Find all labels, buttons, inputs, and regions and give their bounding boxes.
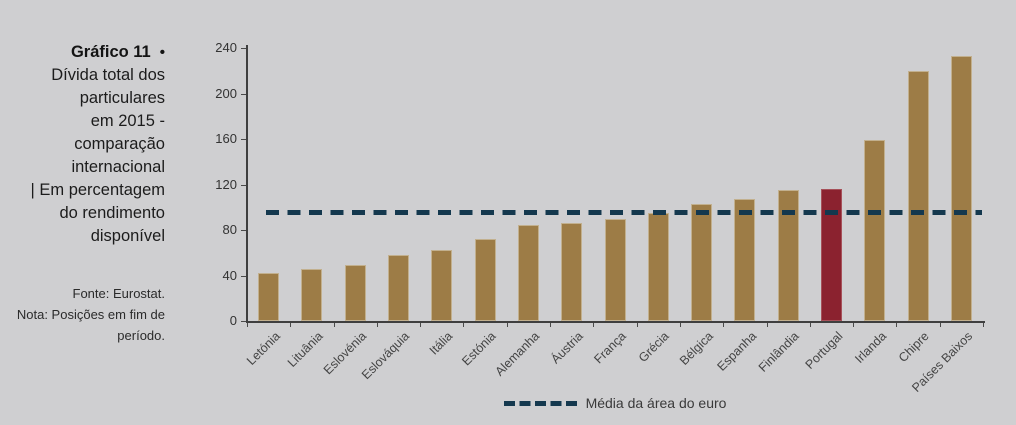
x-tick: [723, 322, 725, 327]
x-axis-category-label: Itália: [427, 329, 456, 358]
x-axis-category-label: Áustria: [548, 329, 586, 367]
chart-title: Dívida total dos particulares em 2015 - com…: [0, 64, 165, 179]
chart-number-label: Gráfico 11: [70, 43, 151, 61]
y-tick: [241, 93, 246, 95]
x-axis-category-label: Chipre: [896, 329, 932, 365]
x-tick: [550, 322, 552, 327]
chart-subtitle: | Em percentagem do rendimento disponível: [0, 179, 165, 248]
chart-title-block: Gráfico 11 • Dívida total dos particulares…: [0, 41, 165, 248]
x-tick: [939, 322, 941, 327]
y-axis: [246, 45, 248, 322]
bar-frança: [604, 218, 626, 321]
y-tick: [241, 321, 246, 322]
bar-portugal: [820, 189, 842, 321]
x-axis-category-label: Alemanha: [492, 329, 543, 379]
x-axis-category-label: Bélgica: [676, 329, 716, 368]
bar-lituânia: [301, 268, 323, 321]
x-tick: [247, 322, 248, 327]
euro-area-average-line: [266, 210, 982, 216]
x-tick: [506, 322, 508, 327]
chart-title-line: comparação: [74, 135, 165, 153]
y-axis-tick-label: 160: [215, 131, 237, 146]
chart-title-line: internacional: [71, 158, 165, 176]
y-tick: [241, 139, 246, 140]
chart-note-line: período.: [117, 328, 165, 343]
y-axis-tick-label: 240: [215, 40, 237, 55]
chart-subtitle-line: | Em percentagem: [30, 181, 165, 199]
bar-estónia: [474, 239, 496, 321]
dashed-line-legend-icon: [503, 400, 577, 406]
bar-letónia: [258, 273, 280, 321]
x-tick: [376, 322, 378, 327]
bullet-icon: •: [159, 44, 165, 61]
x-axis-category-label: Lituânia: [284, 329, 326, 370]
y-axis-tick-label: 120: [215, 176, 237, 192]
x-tick: [809, 322, 811, 327]
x-tick: [766, 322, 768, 327]
x-axis-category-label: Espanha: [713, 329, 759, 374]
bar-itália: [431, 250, 453, 321]
y-axis-tick-label: 80: [222, 222, 237, 237]
x-axis-category-label: Portugal: [802, 329, 846, 372]
y-tick: [241, 48, 246, 49]
chart-notes: Fonte: Eurostat. Nota: Posições em fim de…: [0, 283, 165, 346]
bar-alemanha: [517, 225, 539, 321]
bar-finlândia: [777, 190, 799, 321]
bar-grécia: [647, 212, 669, 321]
x-axis-category-label: Letónia: [243, 329, 283, 368]
bar-áustria: [561, 223, 583, 321]
bar-irlanda: [864, 140, 886, 321]
x-tick: [593, 322, 595, 327]
chart-title-line: particulares: [79, 89, 165, 107]
bar-países-baixos: [950, 55, 972, 321]
bar-eslovénia: [344, 265, 366, 321]
x-axis-category-label: Finlândia: [756, 329, 803, 375]
chart-title-line: em 2015 -: [90, 112, 165, 130]
x-tick: [636, 322, 638, 327]
x-axis-category-label: Estónia: [459, 329, 500, 369]
chart-title-line: Dívida total dos: [51, 66, 165, 84]
x-tick: [983, 322, 984, 327]
x-tick: [853, 322, 855, 327]
chart-note-line: Nota: Posições em fim de: [16, 307, 165, 322]
x-tick: [333, 322, 335, 327]
chart-subtitle-line: do rendimento: [59, 204, 166, 222]
y-axis-tick-label: 200: [215, 85, 237, 101]
x-tick: [290, 322, 292, 327]
legend-label: Média da área do euro: [585, 395, 727, 411]
bar-bélgica: [691, 203, 713, 321]
legend: Média da área do euro: [247, 393, 983, 413]
chart-number: Gráfico 11 •: [0, 41, 165, 64]
chart-subtitle-line: disponível: [90, 227, 165, 245]
y-axis-tick-label: 0: [229, 313, 237, 328]
x-tick: [463, 322, 465, 327]
chart-note-line: Fonte: Eurostat.: [72, 286, 166, 301]
x-axis-category-label: Grécia: [636, 329, 673, 365]
bar-eslováquia: [388, 255, 410, 321]
y-axis-tick-label: 40: [222, 267, 237, 283]
y-tick: [241, 275, 246, 277]
y-tick: [241, 184, 246, 186]
x-tick: [896, 322, 898, 327]
x-tick: [679, 322, 681, 327]
y-tick: [241, 230, 246, 231]
x-axis-category-label: Irlanda: [851, 329, 889, 366]
bar-espanha: [734, 199, 756, 321]
x-axis: [246, 321, 985, 323]
x-axis-category-label: França: [591, 329, 629, 367]
bar-chipre: [907, 70, 929, 321]
x-tick: [420, 322, 422, 327]
